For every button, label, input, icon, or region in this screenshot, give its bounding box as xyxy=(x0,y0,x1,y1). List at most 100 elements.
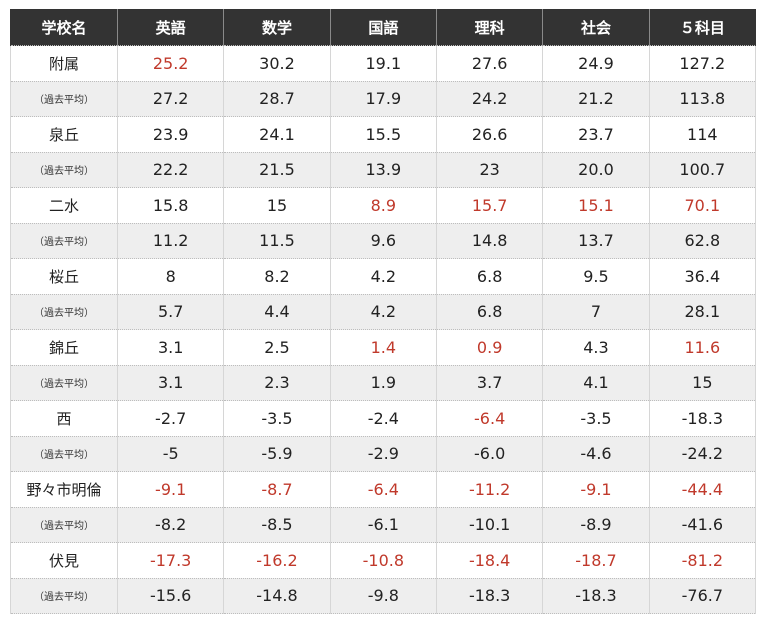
table-row-school: 野々市明倫 -9.1 -8.7 -6.4 -11.2 -9.1 -44.4 xyxy=(10,471,757,508)
score-cell: -3.5 xyxy=(223,400,331,437)
past-average-label-cell: （過去平均） xyxy=(10,435,118,472)
score-cell: 27.2 xyxy=(116,80,225,117)
score-cell: 28.7 xyxy=(223,80,331,117)
school-name-cell: 泉丘 xyxy=(10,116,118,153)
table-row-past-average: （過去平均） -5 -5.9 -2.9 -6.0 -4.6 -24.2 xyxy=(10,435,757,472)
score-cell: -5.9 xyxy=(223,435,331,472)
score-cell: -8.5 xyxy=(223,506,331,543)
score-cell: 28.1 xyxy=(648,293,757,330)
score-cell: -11.2 xyxy=(435,471,544,508)
score-cell: -2.4 xyxy=(329,400,437,437)
past-average-label-cell: （過去平均） xyxy=(10,222,118,259)
school-name-cell: 西 xyxy=(10,400,118,437)
past-average-label-cell: （過去平均） xyxy=(10,293,118,330)
score-cell: 21.2 xyxy=(542,80,650,117)
score-cell: 30.2 xyxy=(223,45,331,82)
past-average-label-cell: （過去平均） xyxy=(10,364,118,401)
score-cell: 23.7 xyxy=(542,116,650,153)
score-cell: -4.6 xyxy=(542,435,650,472)
score-cell: -41.6 xyxy=(648,506,757,543)
score-cell: 20.0 xyxy=(542,151,650,188)
score-cell: 4.2 xyxy=(329,258,437,295)
school-name-cell: 附属 xyxy=(10,45,118,82)
table-row-school: 二水 15.8 15 8.9 15.7 15.1 70.1 xyxy=(10,187,757,224)
table-row-past-average: （過去平均） 22.2 21.5 13.9 23 20.0 100.7 xyxy=(10,151,757,188)
past-average-label-cell: （過去平均） xyxy=(10,151,118,188)
table-row-past-average: （過去平均） -8.2 -8.5 -6.1 -10.1 -8.9 -41.6 xyxy=(10,506,757,543)
table-header: 学校名 英語 数学 国語 理科 社会 ５科目 xyxy=(10,9,757,46)
header-five-subjects: ５科目 xyxy=(648,9,757,46)
score-cell: 8.9 xyxy=(329,187,437,224)
score-cell: -24.2 xyxy=(648,435,757,472)
header-math: 数学 xyxy=(223,9,331,46)
score-cell: -8.2 xyxy=(116,506,225,543)
score-cell: 36.4 xyxy=(648,258,757,295)
score-cell: 70.1 xyxy=(648,187,757,224)
score-cell: 6.8 xyxy=(435,293,544,330)
score-cell: 11.2 xyxy=(116,222,225,259)
score-cell: -9.1 xyxy=(116,471,225,508)
score-cell: -10.1 xyxy=(435,506,544,543)
past-average-label-cell: （過去平均） xyxy=(10,80,118,117)
score-cell: 15 xyxy=(648,364,757,401)
score-table: 学校名 英語 数学 国語 理科 社会 ５科目 附属 25.2 30.2 19.1 27.… xyxy=(10,9,757,614)
header-school-name: 学校名 xyxy=(10,9,118,46)
score-cell: 22.2 xyxy=(116,151,225,188)
score-cell: 23 xyxy=(435,151,544,188)
score-cell: 21.5 xyxy=(223,151,331,188)
score-cell: 14.8 xyxy=(435,222,544,259)
score-cell: 8.2 xyxy=(223,258,331,295)
table-row-past-average: （過去平均） 5.7 4.4 4.2 6.8 7 28.1 xyxy=(10,293,757,330)
school-name-cell: 伏見 xyxy=(10,542,118,579)
score-cell: 24.9 xyxy=(542,45,650,82)
score-cell: -8.7 xyxy=(223,471,331,508)
table-row-school: 西 -2.7 -3.5 -2.4 -6.4 -3.5 -18.3 xyxy=(10,400,757,437)
score-cell: 15.7 xyxy=(435,187,544,224)
score-cell: 17.9 xyxy=(329,80,437,117)
score-cell: 4.3 xyxy=(542,329,650,366)
past-average-label-cell: （過去平均） xyxy=(10,506,118,543)
score-cell: 9.6 xyxy=(329,222,437,259)
score-cell: 2.3 xyxy=(223,364,331,401)
table-row-school: 附属 25.2 30.2 19.1 27.6 24.9 127.2 xyxy=(10,45,757,82)
score-cell: 127.2 xyxy=(648,45,757,82)
school-name-cell: 二水 xyxy=(10,187,118,224)
score-cell: -44.4 xyxy=(648,471,757,508)
score-cell: 13.7 xyxy=(542,222,650,259)
score-cell: 1.9 xyxy=(329,364,437,401)
score-cell: 15.1 xyxy=(542,187,650,224)
table-row-past-average: （過去平均） -15.6 -14.8 -9.8 -18.3 -18.3 -76.7 xyxy=(10,577,757,614)
table-row-past-average: （過去平均） 3.1 2.3 1.9 3.7 4.1 15 xyxy=(10,364,757,401)
score-cell: 3.1 xyxy=(116,329,225,366)
score-cell: 5.7 xyxy=(116,293,225,330)
score-cell: -15.6 xyxy=(116,577,225,614)
score-cell: 114 xyxy=(648,116,757,153)
score-cell: 4.4 xyxy=(223,293,331,330)
table-row-school: 錦丘 3.1 2.5 1.4 0.9 4.3 11.6 xyxy=(10,329,757,366)
score-cell: -6.0 xyxy=(435,435,544,472)
score-cell: -5 xyxy=(116,435,225,472)
header-science: 理科 xyxy=(435,9,544,46)
score-cell: 100.7 xyxy=(648,151,757,188)
score-cell: -18.3 xyxy=(542,577,650,614)
score-cell: 3.1 xyxy=(116,364,225,401)
score-cell: -18.7 xyxy=(542,542,650,579)
score-cell: -18.3 xyxy=(435,577,544,614)
score-cell: 113.8 xyxy=(648,80,757,117)
score-cell: 11.5 xyxy=(223,222,331,259)
score-cell: 27.6 xyxy=(435,45,544,82)
table-row-school: 伏見 -17.3 -16.2 -10.8 -18.4 -18.7 -81.2 xyxy=(10,542,757,579)
table-row-past-average: （過去平均） 11.2 11.5 9.6 14.8 13.7 62.8 xyxy=(10,222,757,259)
score-cell: -3.5 xyxy=(542,400,650,437)
score-cell: -10.8 xyxy=(329,542,437,579)
score-cell: 62.8 xyxy=(648,222,757,259)
header-english: 英語 xyxy=(116,9,225,46)
score-cell: 9.5 xyxy=(542,258,650,295)
score-cell: -76.7 xyxy=(648,577,757,614)
score-cell: -16.2 xyxy=(223,542,331,579)
score-cell: -6.4 xyxy=(329,471,437,508)
score-cell: -18.3 xyxy=(648,400,757,437)
score-cell: 4.1 xyxy=(542,364,650,401)
score-cell: -8.9 xyxy=(542,506,650,543)
score-cell: 24.1 xyxy=(223,116,331,153)
